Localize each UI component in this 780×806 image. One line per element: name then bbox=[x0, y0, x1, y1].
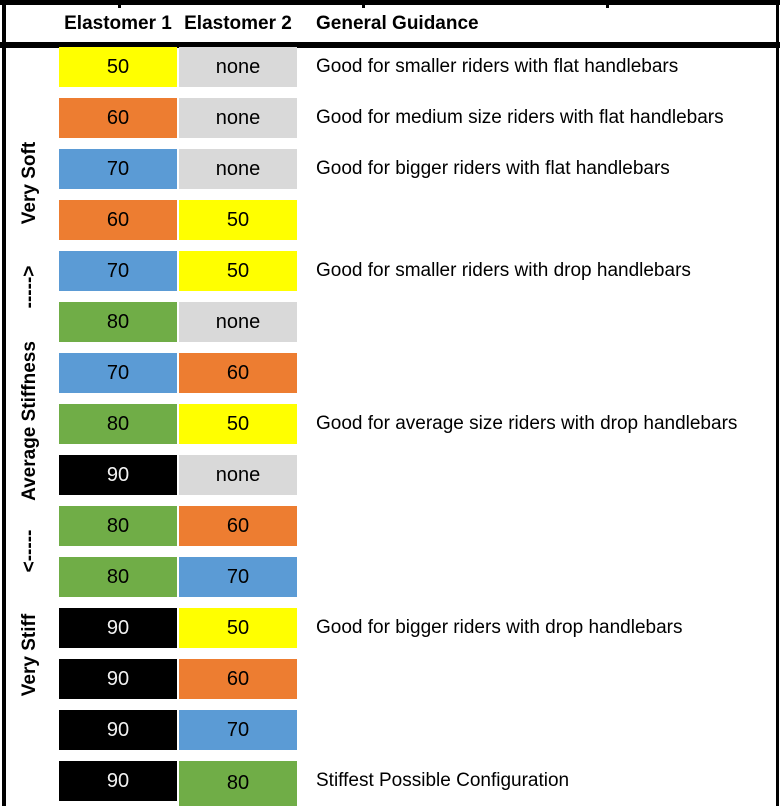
top-tick bbox=[606, 0, 609, 8]
guidance-text: Good for bigger riders with flat handleb… bbox=[316, 158, 670, 179]
guidance-text: Good for medium size riders with flat ha… bbox=[316, 107, 724, 128]
elastomer1-cell: 70 bbox=[59, 251, 177, 291]
elastomer2-cell: none bbox=[179, 455, 297, 495]
axis-label: -----> bbox=[19, 265, 40, 309]
elastomer2-cell: 80 bbox=[179, 761, 297, 806]
right-border bbox=[776, 0, 779, 806]
elastomer2-cell: none bbox=[179, 302, 297, 342]
guidance-text: Good for smaller riders with flat handle… bbox=[316, 56, 679, 77]
elastomer2-cell: 50 bbox=[179, 200, 297, 240]
guidance-text: Good for average size riders with drop h… bbox=[316, 413, 738, 434]
axis-label: <----- bbox=[19, 529, 40, 573]
elastomer2-cell: 50 bbox=[179, 608, 297, 648]
elastomer2-cell: 70 bbox=[179, 710, 297, 750]
elastomer2-cell: 60 bbox=[179, 506, 297, 546]
top-tick bbox=[118, 0, 121, 8]
elastomer1-cell: 90 bbox=[59, 710, 177, 750]
elastomer1-cell: 90 bbox=[59, 761, 177, 801]
elastomer2-cell: none bbox=[179, 98, 297, 138]
guidance-text: Good for bigger riders with drop handleb… bbox=[316, 617, 683, 638]
elastomer1-cell: 50 bbox=[59, 47, 177, 87]
guidance-text: Good for smaller riders with drop handle… bbox=[316, 260, 691, 281]
top-tick bbox=[362, 0, 365, 8]
elastomer2-cell: 60 bbox=[179, 659, 297, 699]
elastomer2-cell: none bbox=[179, 47, 297, 87]
elastomer2-cell: 50 bbox=[179, 251, 297, 291]
header-elastomer1: Elastomer 1 bbox=[64, 12, 172, 34]
header-divider bbox=[0, 42, 780, 48]
elastomer1-cell: 80 bbox=[59, 506, 177, 546]
header-elastomer2: Elastomer 2 bbox=[184, 12, 292, 34]
elastomer1-cell: 80 bbox=[59, 404, 177, 444]
elastomer1-cell: 70 bbox=[59, 353, 177, 393]
guidance-text: Stiffest Possible Configuration bbox=[316, 770, 570, 791]
elastomer1-cell: 60 bbox=[59, 200, 177, 240]
elastomer1-cell: 90 bbox=[59, 659, 177, 699]
elastomer1-cell: 80 bbox=[59, 557, 177, 597]
axis-label: Average Stiffness bbox=[19, 341, 40, 501]
elastomer2-cell: 60 bbox=[179, 353, 297, 393]
elastomer2-cell: 50 bbox=[179, 404, 297, 444]
left-border bbox=[2, 0, 6, 806]
elastomer1-cell: 90 bbox=[59, 608, 177, 648]
header-general-guidance: General Guidance bbox=[316, 12, 479, 34]
top-border bbox=[0, 0, 780, 5]
elastomer2-cell: 70 bbox=[179, 557, 297, 597]
elastomer1-cell: 60 bbox=[59, 98, 177, 138]
elastomer2-cell: none bbox=[179, 149, 297, 189]
elastomer1-cell: 70 bbox=[59, 149, 177, 189]
elastomer1-cell: 90 bbox=[59, 455, 177, 495]
axis-label: Very Stiff bbox=[19, 613, 40, 697]
axis-label: Very Soft bbox=[19, 141, 40, 225]
elastomer1-cell: 80 bbox=[59, 302, 177, 342]
